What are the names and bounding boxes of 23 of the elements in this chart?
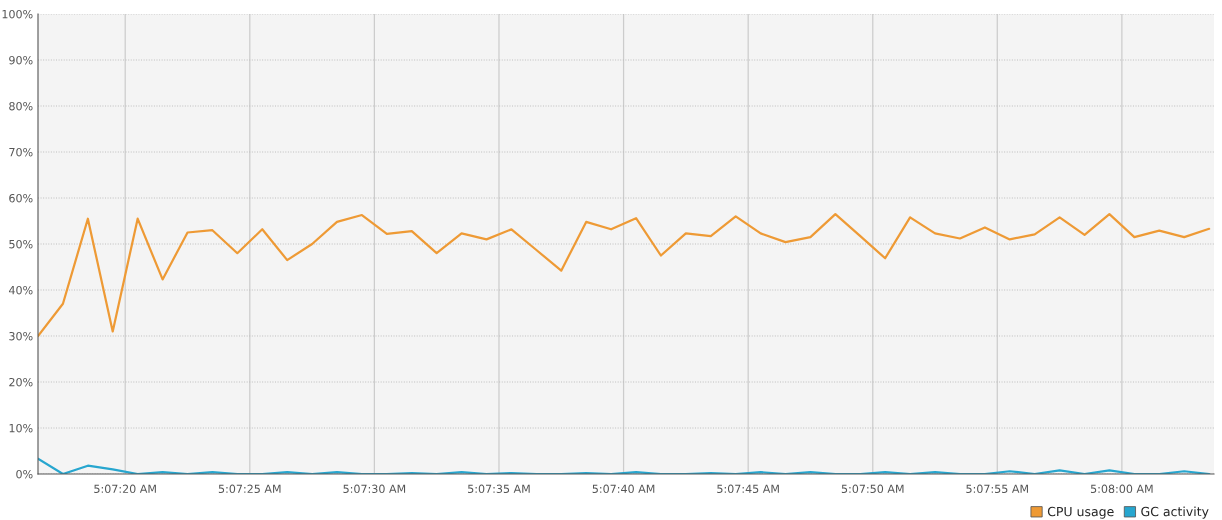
y-tick-label: 70% xyxy=(9,147,33,157)
y-tick-label: 90% xyxy=(9,55,33,65)
x-tick-label: 5:07:35 AM xyxy=(468,484,530,494)
x-tick-label: 5:07:40 AM xyxy=(592,484,655,494)
y-tick-label: 10% xyxy=(9,423,33,433)
y-tick-label: 50% xyxy=(9,239,33,249)
x-tick-label: 5:07:25 AM xyxy=(218,484,281,494)
x-tick-label: 5:07:45 AM xyxy=(717,484,779,494)
y-tick-label: 0% xyxy=(16,469,33,479)
x-tick-label: 5:07:30 AM xyxy=(343,484,406,494)
y-tick-label: 30% xyxy=(9,331,33,341)
y-tick-label: 100% xyxy=(2,9,33,19)
x-tick-label: 5:08:00 AM xyxy=(1090,484,1153,494)
x-tick-label: 5:07:55 AM xyxy=(966,484,1028,494)
legend-label: GC activity xyxy=(1141,506,1209,519)
y-tick-label: 80% xyxy=(9,101,33,111)
y-tick-label: 40% xyxy=(8,285,33,295)
line-series xyxy=(38,212,1211,338)
y-tick-label: 20% xyxy=(9,377,33,387)
x-tick-label: 5:07:20 AM xyxy=(94,484,156,494)
y-tick-label: 60% xyxy=(9,193,33,203)
legend-label: CPU usage xyxy=(1047,506,1114,519)
x-tick-label: 5:07:50 AM xyxy=(841,484,904,494)
